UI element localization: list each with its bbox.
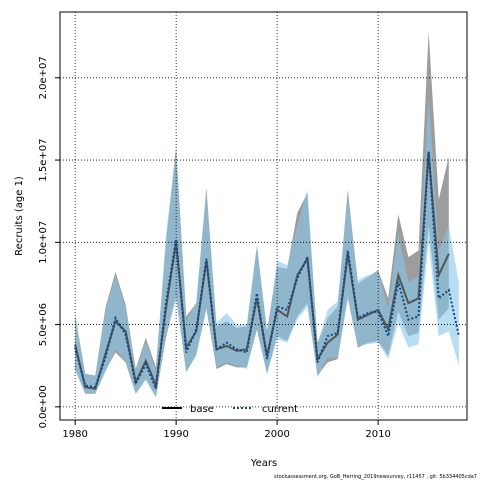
- y-tick-label: 1.5e+07: [38, 139, 49, 182]
- y-tick-label: 2.0e+07: [38, 56, 49, 99]
- y-axis-title: Recruits (age 1): [14, 176, 25, 256]
- series-lines: [74, 151, 460, 393]
- footer-note: stockassessment.org, GoB_Herring_2019new…: [274, 474, 477, 480]
- x-tick-label: 1990: [163, 429, 188, 440]
- y-tick-label: 1.0e+07: [38, 221, 49, 264]
- grid-lines: [60, 12, 467, 420]
- x-tick-label: 2010: [365, 429, 390, 440]
- current-series-line: [74, 151, 460, 393]
- y-axis: 0.0e+00 5.0e+06 1.0e+07 1.5e+07 2.0e+07: [38, 56, 60, 428]
- x-axis: 1980 1990 2000 2010: [62, 420, 391, 440]
- current-confidence-band: [75, 97, 459, 397]
- y-tick-label: 0.0e+00: [38, 385, 49, 428]
- plot-frame: [59, 11, 468, 421]
- legend-current-label: current: [262, 404, 298, 415]
- legend: base current: [162, 404, 298, 415]
- legend-base-label: base: [190, 404, 214, 415]
- y-tick-label: 5.0e+06: [38, 303, 49, 346]
- x-tick-label: 2000: [264, 429, 289, 440]
- x-tick-label: 1980: [62, 429, 87, 440]
- x-axis-title: Years: [250, 458, 277, 469]
